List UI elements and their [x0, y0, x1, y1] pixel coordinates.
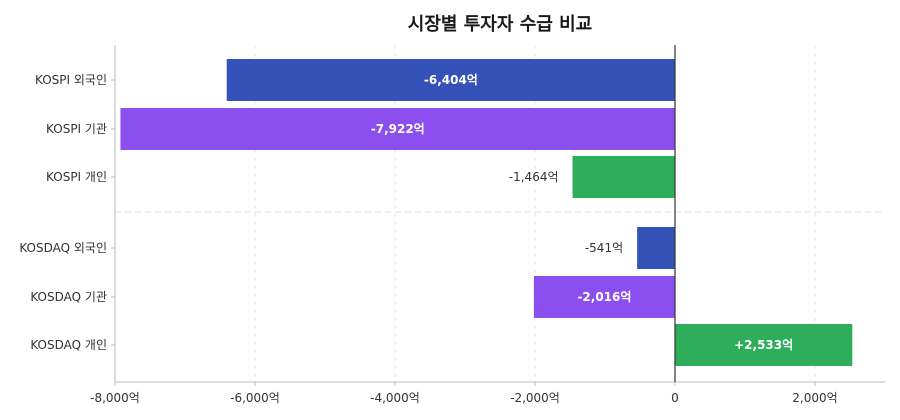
bar-value-label: -541억	[585, 241, 623, 255]
x-tick-label: -6,000억	[230, 391, 280, 405]
bar	[637, 227, 675, 269]
label-layer: -6,404억 KOSPI 외국인 -7,922억 KOSPI 기관 -1,464억 KO…	[19, 73, 837, 405]
bar-value-label: +2,533억	[734, 338, 793, 352]
chart-title: 시장별 투자자 수급 비교	[408, 14, 592, 35]
bar	[675, 324, 853, 366]
x-tick-label: -4,000억	[370, 391, 420, 405]
category-label: KOSDAQ 외국인	[19, 241, 107, 255]
axis-layer	[111, 45, 885, 386]
category-label: KOSDAQ 개인	[30, 338, 107, 352]
bar	[120, 108, 675, 150]
bar-value-label: -1,464억	[509, 170, 559, 184]
x-tick-label: 2,000억	[792, 391, 837, 405]
bar	[572, 156, 675, 198]
category-label: KOSDAQ 기관	[30, 290, 107, 304]
bar-value-label: -6,404억	[424, 73, 478, 87]
category-label: KOSPI 개인	[46, 170, 107, 184]
bar	[226, 59, 675, 101]
bar-layer	[120, 59, 853, 366]
x-tick-label: -8,000억	[90, 391, 140, 405]
bar-value-label: -7,922억	[371, 122, 425, 136]
category-label: KOSPI 기관	[46, 122, 107, 136]
x-tick-label: 0	[671, 391, 679, 405]
bar-value-label: -2,016억	[577, 290, 631, 304]
category-label: KOSPI 외국인	[35, 73, 107, 87]
bar	[533, 276, 675, 318]
x-tick-label: -2,000억	[510, 391, 560, 405]
